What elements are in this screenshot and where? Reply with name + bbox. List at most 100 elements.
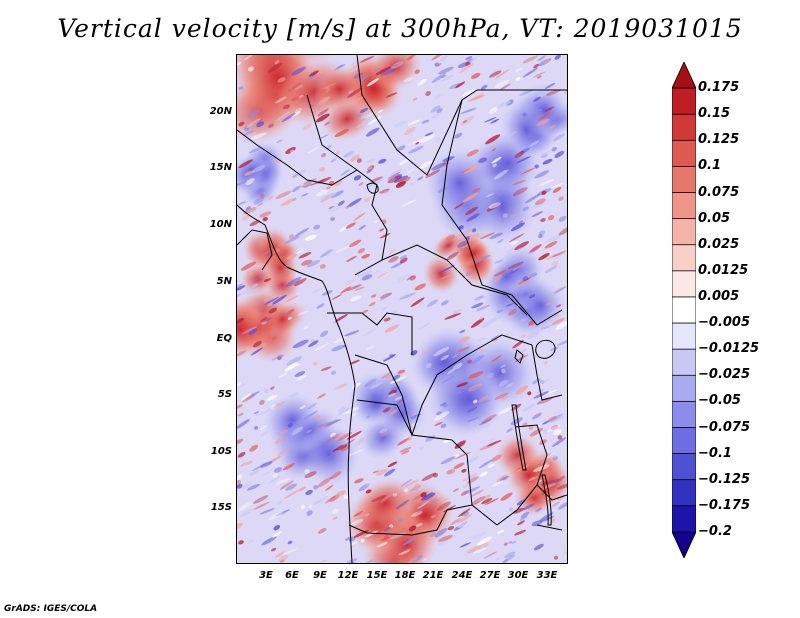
lon-label: 21E <box>422 570 444 581</box>
field-speck <box>268 195 275 201</box>
field-speck <box>330 158 337 163</box>
field-speck <box>384 535 389 540</box>
field-speck <box>540 218 546 222</box>
field-speck <box>531 378 541 385</box>
field-speck <box>292 339 309 349</box>
border-niger-chad <box>356 55 478 176</box>
field-speck <box>257 202 264 207</box>
field-speck <box>249 444 259 452</box>
colorbar-level: 0.125 <box>698 132 740 148</box>
lon-label: 24E <box>451 570 473 581</box>
field-speck <box>346 284 362 292</box>
colorbar-level: −0.1 <box>698 445 732 461</box>
field-speck <box>315 113 330 123</box>
map-title: Vertical velocity [m/s] at 300hPa, VT: 2… <box>57 14 743 43</box>
field-speck <box>465 61 471 66</box>
field-speck <box>452 354 458 358</box>
field-speck <box>447 525 455 531</box>
field-speck <box>326 186 331 190</box>
field-speck <box>275 509 291 517</box>
field-speck <box>317 477 333 488</box>
lake-tanganyika <box>511 404 527 471</box>
field-speck <box>245 391 260 400</box>
field-speck <box>481 414 497 424</box>
field-speck <box>294 107 302 114</box>
field-speck <box>237 468 247 478</box>
field-speck <box>530 450 536 455</box>
lon-label: 9E <box>313 570 327 581</box>
field-speck <box>486 193 495 197</box>
field-speck <box>544 82 556 89</box>
lat-label: 15S <box>210 502 232 513</box>
field-speck <box>471 72 481 79</box>
field-speck <box>430 498 439 505</box>
field-speck <box>257 407 269 413</box>
field-speck <box>343 330 360 337</box>
field-speck <box>275 438 283 444</box>
field-speck <box>357 270 373 277</box>
field-speck <box>479 347 484 353</box>
field-speck <box>543 462 550 466</box>
field-speck <box>367 178 384 187</box>
field-speck <box>346 198 362 208</box>
field-speck <box>382 407 391 413</box>
field-speck <box>384 526 392 531</box>
field-speck <box>329 432 337 438</box>
field-speck <box>533 96 541 102</box>
lon-label: 33E <box>536 570 558 581</box>
field-speck <box>514 246 525 252</box>
field-speck <box>307 402 318 410</box>
colorbar-level: −0.005 <box>698 315 751 331</box>
field-speck <box>467 359 472 364</box>
field-speck <box>538 179 555 187</box>
field-speck <box>277 447 291 457</box>
field-speck <box>506 427 514 433</box>
field-speck <box>439 274 453 280</box>
field-speck <box>531 520 543 527</box>
field-speck <box>324 121 331 126</box>
field-speck <box>446 252 461 259</box>
field-speck <box>461 468 467 473</box>
field-speck <box>421 492 436 501</box>
field-speck <box>240 508 253 518</box>
lat-label: 20N <box>209 106 232 117</box>
field-speck <box>534 170 550 179</box>
colorbar-segment <box>672 296 696 324</box>
field-speck <box>334 383 348 390</box>
field-speck <box>291 96 300 102</box>
field-speck <box>533 63 539 69</box>
field-speck <box>366 482 371 486</box>
field-speck <box>247 66 254 72</box>
field-speck <box>490 334 502 341</box>
field-speck <box>399 257 408 264</box>
field-speck <box>438 265 455 274</box>
colorbar-level: 0.075 <box>698 184 740 200</box>
field-speck <box>282 463 296 471</box>
field-speck <box>515 77 521 82</box>
field-speck <box>272 294 287 305</box>
field-speck <box>488 438 496 442</box>
field-speck <box>436 498 449 504</box>
field-speck <box>478 395 489 403</box>
field-speck <box>366 415 371 419</box>
field-speck <box>469 386 480 391</box>
colorbar-segment <box>672 87 696 115</box>
field-speck <box>287 316 292 320</box>
field-speck <box>396 273 410 284</box>
field-speck <box>558 215 567 222</box>
field-speck <box>528 320 535 326</box>
field-speck <box>534 164 539 169</box>
field-speck <box>556 475 566 483</box>
field-speck <box>457 240 469 248</box>
field-speck <box>537 118 550 126</box>
field-speck <box>435 137 441 142</box>
field-speck <box>354 478 364 484</box>
field-speck <box>496 309 503 314</box>
field-speck <box>498 379 509 387</box>
field-speck <box>517 520 525 526</box>
field-speck <box>241 326 258 335</box>
field-speck <box>479 418 493 426</box>
field-speck <box>514 241 529 251</box>
field-speck <box>553 555 559 560</box>
field-speck <box>313 224 321 230</box>
